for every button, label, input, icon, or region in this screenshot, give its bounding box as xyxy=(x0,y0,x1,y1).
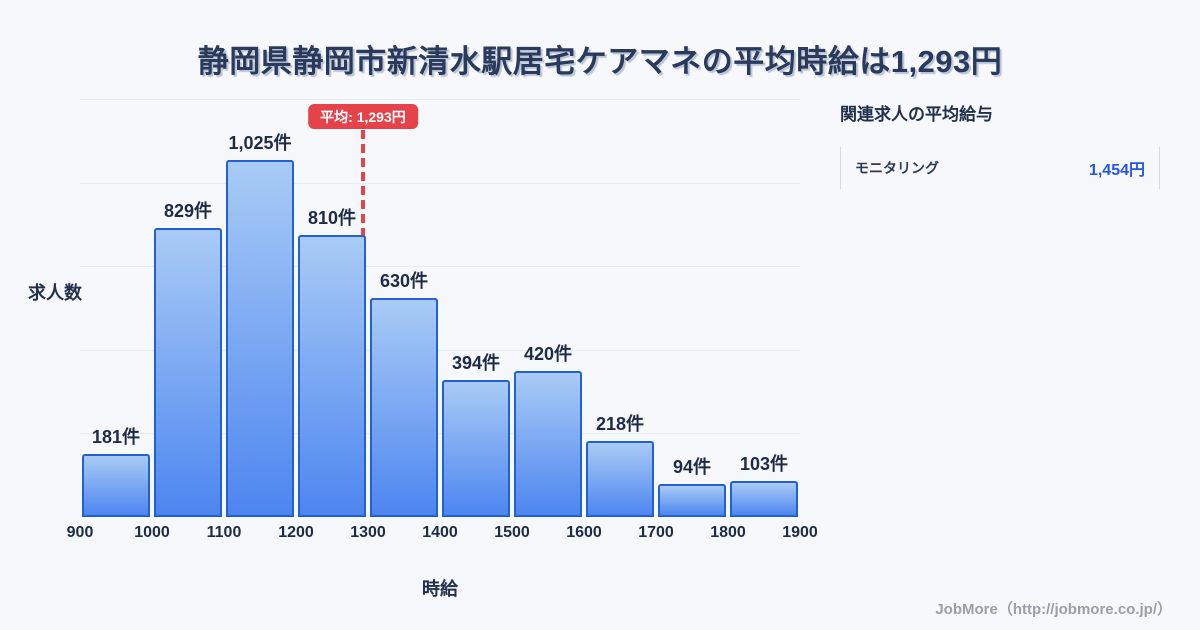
x-tick-label: 900 xyxy=(66,524,94,541)
x-axis-label: 時給 xyxy=(422,579,458,599)
histogram-bar xyxy=(154,228,222,517)
bar-value-label: 810件 xyxy=(307,208,357,228)
bar-value-label: 181件 xyxy=(91,427,141,447)
page-title: 静岡県静岡市新清水駅居宅ケアマネの平均時給は1,293円 xyxy=(197,44,1003,79)
panel-heading: 関連求人の平均給与 xyxy=(840,105,993,124)
bar-value-label: 630件 xyxy=(379,271,429,291)
x-tick-label: 1200 xyxy=(278,524,314,541)
gridline xyxy=(80,99,800,100)
average-badge: 平均: 1,293円 xyxy=(308,104,418,129)
x-tick-label: 1000 xyxy=(134,524,170,541)
related-job-value: 1,454円 xyxy=(1088,162,1145,179)
related-job-label: モニタリング xyxy=(855,160,939,176)
histogram-bar xyxy=(658,484,726,517)
x-tick-label: 1700 xyxy=(638,524,674,541)
histogram-bar xyxy=(442,380,510,517)
x-tick-label: 1400 xyxy=(422,524,458,541)
x-tick-label: 1800 xyxy=(710,524,746,541)
bar-value-label: 1,025件 xyxy=(228,133,292,153)
histogram-bar xyxy=(226,160,294,517)
bar-value-label: 94件 xyxy=(672,457,712,477)
histogram-plot: 平均: 1,293円 181件 829件 1,025件 810件 630件 394件 420… xyxy=(80,99,800,517)
x-tick-label: 1900 xyxy=(782,524,818,541)
related-job-row: モニタリング 1,454円 xyxy=(840,147,1160,189)
footer-credit: JobMore（http://jobmore.co.jp/） xyxy=(935,601,1172,618)
gridline xyxy=(80,182,800,184)
histogram-bar xyxy=(370,298,438,517)
gridline xyxy=(80,266,800,268)
x-tick-label: 1500 xyxy=(494,524,530,541)
y-axis-label: 求人数 xyxy=(28,283,82,303)
bar-value-label: 420件 xyxy=(523,344,573,364)
related-salary-panel: 関連求人の平均給与 モニタリング 1,454円 xyxy=(840,100,1160,189)
bar-value-label: 829件 xyxy=(163,201,213,221)
histogram-bar xyxy=(514,371,582,517)
histogram-bar xyxy=(82,454,150,517)
x-tick-label: 1100 xyxy=(206,524,242,541)
gridline xyxy=(80,349,800,351)
bar-value-label: 103件 xyxy=(739,454,789,474)
bar-value-label: 218件 xyxy=(595,414,645,434)
gridline xyxy=(80,433,800,435)
histogram-bar xyxy=(586,441,654,517)
x-tick-label: 1300 xyxy=(350,524,386,541)
bar-value-label: 394件 xyxy=(451,353,501,373)
histogram-bar xyxy=(730,481,798,517)
x-tick-label: 1600 xyxy=(566,524,602,541)
histogram-bar xyxy=(298,235,366,517)
